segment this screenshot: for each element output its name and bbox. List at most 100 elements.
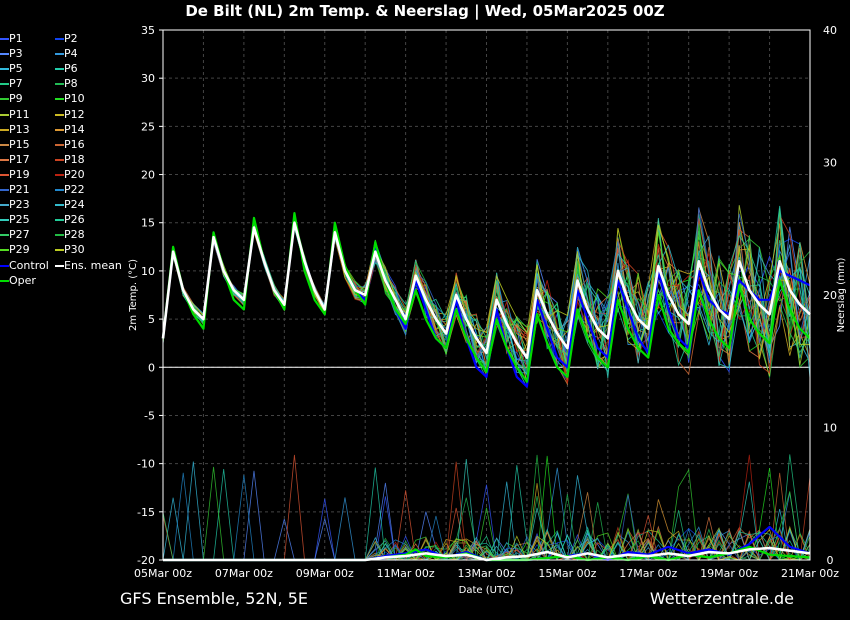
legend-label: P25 bbox=[9, 213, 30, 227]
y-left-tick-label: 35 bbox=[141, 24, 155, 37]
legend-swatch bbox=[55, 113, 64, 116]
y-left-tick-label: 10 bbox=[141, 265, 155, 278]
y-left-tick-label: -10 bbox=[137, 458, 155, 471]
legend-label: P4 bbox=[64, 47, 78, 61]
legend-swatch bbox=[55, 219, 64, 222]
y-left-tick-label: 5 bbox=[148, 313, 155, 326]
chart-title: De Bilt (NL) 2m Temp. & Neerslag | Wed, … bbox=[185, 2, 665, 20]
y-axis-left-label: 2m Temp. (°C) bbox=[128, 259, 139, 331]
legend-label: P7 bbox=[9, 77, 23, 91]
legend-label: P16 bbox=[64, 137, 85, 151]
legend-label: P19 bbox=[9, 167, 30, 181]
y-left-tick-label: 0 bbox=[148, 361, 155, 374]
legend-swatch bbox=[0, 204, 9, 207]
x-axis-label: Date (UTC) bbox=[459, 585, 514, 596]
legend-swatch bbox=[55, 173, 64, 176]
legend-swatch bbox=[0, 53, 9, 56]
legend-swatch bbox=[55, 128, 64, 131]
legend-swatch bbox=[55, 83, 64, 86]
y-left-tick-label: 25 bbox=[141, 120, 155, 133]
legend-swatch bbox=[0, 219, 9, 222]
legend-label: P21 bbox=[9, 183, 30, 196]
legend-label: P5 bbox=[9, 62, 23, 76]
model-info: GFS Ensemble, 52N, 5E bbox=[120, 589, 308, 608]
x-tick-label: 19Mar 00z bbox=[700, 567, 758, 580]
legend-swatch bbox=[0, 128, 9, 131]
x-tick-label: 07Mar 00z bbox=[215, 567, 273, 580]
legend-swatch bbox=[0, 113, 9, 116]
ens-mean-temp-line bbox=[161, 221, 811, 359]
legend-label: P20 bbox=[64, 167, 85, 181]
x-tick-label: 15Mar 00z bbox=[538, 567, 596, 580]
legend-swatch bbox=[55, 143, 64, 146]
y-right-tick-label: 20 bbox=[823, 289, 837, 302]
y-left-tick-label: -15 bbox=[137, 506, 155, 519]
legend-label: P30 bbox=[64, 243, 85, 257]
legend-label: P26 bbox=[64, 213, 85, 227]
site-credit: Wetterzentrale.de bbox=[649, 589, 794, 608]
x-tick-label: 17Mar 00z bbox=[619, 567, 677, 580]
legend-swatch bbox=[0, 264, 9, 267]
legend-label: P10 bbox=[64, 92, 85, 106]
legend-swatch bbox=[0, 38, 9, 40]
legend-swatch bbox=[0, 143, 9, 146]
legend-label: P28 bbox=[64, 228, 85, 242]
legend-swatch bbox=[0, 83, 9, 86]
legend-swatch bbox=[55, 158, 64, 161]
legend-label: P22 bbox=[64, 183, 85, 196]
x-tick-label: 09Mar 00z bbox=[296, 567, 354, 580]
y-right-tick-label: 10 bbox=[823, 422, 837, 435]
legend-swatch bbox=[0, 249, 9, 252]
y-left-tick-label: -20 bbox=[137, 554, 155, 567]
legend-label: P6 bbox=[64, 62, 78, 76]
legend-label: P29 bbox=[9, 243, 30, 257]
legend-swatch bbox=[55, 38, 64, 40]
legend-swatch bbox=[0, 279, 9, 282]
legend-swatch bbox=[55, 189, 64, 191]
legend-label: P8 bbox=[64, 77, 78, 91]
legend-label: Oper bbox=[9, 273, 36, 287]
legend-swatch bbox=[55, 249, 64, 252]
legend-label: P27 bbox=[9, 228, 30, 242]
y-left-tick-label: 15 bbox=[141, 217, 155, 230]
x-tick-label: 11Mar 00z bbox=[377, 567, 435, 580]
y-right-tick-label: 0 bbox=[827, 554, 834, 567]
legend-label: P13 bbox=[9, 122, 30, 136]
legend-label: P9 bbox=[9, 92, 23, 106]
plot-frame bbox=[162, 29, 811, 561]
y-axis-right-label: Neerslag (mm) bbox=[836, 257, 847, 332]
legend-label: P3 bbox=[9, 47, 23, 61]
legend-label: P15 bbox=[9, 137, 30, 151]
legend-swatch bbox=[0, 173, 9, 176]
x-tick-label: 05Mar 00z bbox=[134, 567, 192, 580]
legend-swatch bbox=[0, 158, 9, 161]
legend-label: Control bbox=[9, 258, 49, 272]
legend-label: P11 bbox=[9, 107, 30, 121]
legend-swatch bbox=[55, 264, 64, 267]
legend-label: P23 bbox=[9, 198, 30, 212]
legend-swatch bbox=[55, 68, 64, 71]
legend-label: Ens. mean bbox=[64, 258, 122, 272]
legend-label: P12 bbox=[64, 107, 85, 121]
legend-swatch bbox=[0, 98, 9, 101]
legend-swatch bbox=[55, 98, 64, 101]
y-right-tick-label: 40 bbox=[823, 24, 837, 37]
legend-swatch bbox=[55, 234, 64, 237]
x-tick-label: 21Mar 00z bbox=[781, 567, 839, 580]
y-right-tick-label: 30 bbox=[823, 157, 837, 170]
legend-swatch bbox=[0, 189, 9, 191]
legend-swatch bbox=[0, 234, 9, 237]
legend-label: P18 bbox=[64, 152, 85, 166]
ens-mean-precip-line bbox=[163, 546, 811, 562]
legend-label: P17 bbox=[9, 152, 30, 166]
y-left-tick-label: 30 bbox=[141, 72, 155, 85]
legend-swatch bbox=[0, 68, 9, 71]
legend-label: P24 bbox=[64, 198, 85, 212]
legend-label: P1 bbox=[9, 32, 23, 45]
legend-label: P2 bbox=[64, 32, 78, 45]
legend-label: P14 bbox=[64, 122, 85, 136]
y-left-tick-label: -5 bbox=[144, 409, 155, 422]
x-tick-label: 13Mar 00z bbox=[457, 567, 515, 580]
y-left-tick-label: 20 bbox=[141, 169, 155, 182]
